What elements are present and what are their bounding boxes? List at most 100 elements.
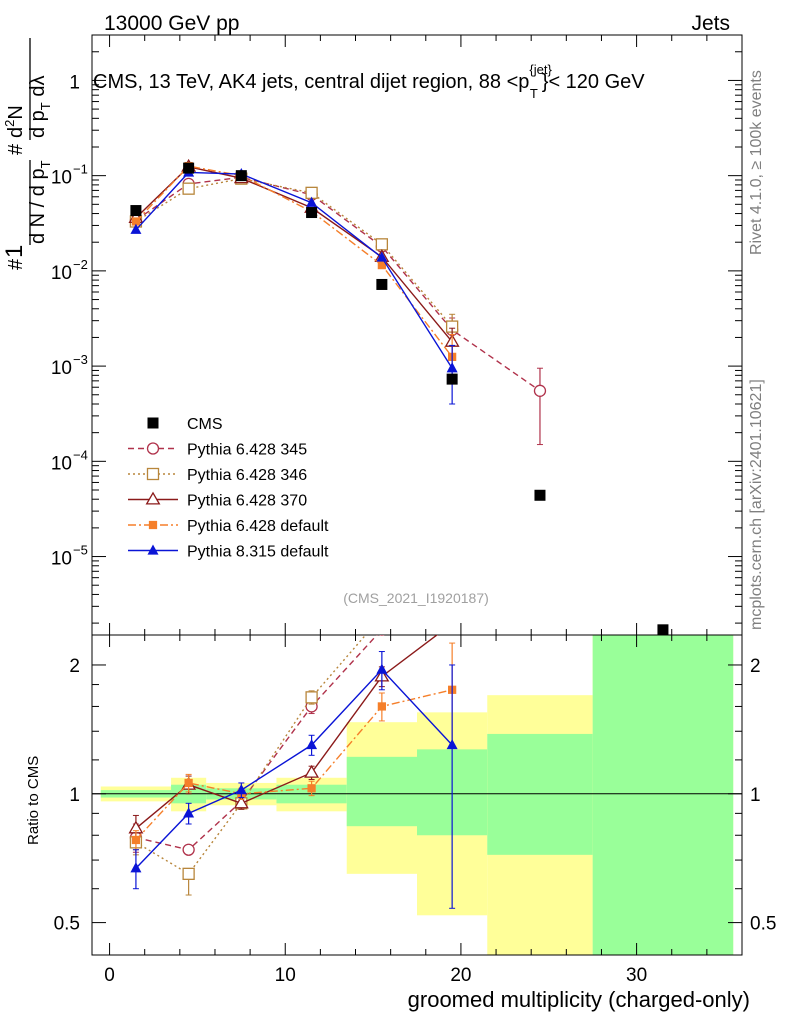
ratio-tick-label: 1: [69, 785, 80, 806]
band-green-6: [487, 733, 593, 855]
x-tick-label: 0: [104, 965, 115, 986]
x-tick-label: 10: [275, 965, 296, 986]
rivet-label: Rivet 4.1.0, ≥ 100k events: [748, 70, 765, 255]
line-p345: [135, 176, 541, 392]
legend-label-p6def: Pythia 6.428 default: [187, 518, 329, 535]
point-p8def: [446, 738, 458, 750]
legend-marker-p345: [146, 442, 160, 455]
legend-label-p8def: Pythia 8.315 default: [187, 544, 329, 561]
point-p346: [182, 182, 195, 195]
point-cms: [306, 207, 318, 219]
point-cms: [235, 170, 247, 182]
analysis-watermark: (CMS_2021_I1920187): [343, 590, 489, 606]
y-tick-exponent: −3: [73, 352, 88, 367]
point-cms: [376, 278, 388, 290]
ratio-ylabel: Ratio to CMS: [25, 756, 42, 845]
point-p6def: [184, 778, 193, 788]
y-tick-label: 10: [51, 263, 72, 284]
point-p8def: [446, 362, 458, 373]
y-tick-label: 10: [51, 358, 72, 379]
x-tick-label: 30: [626, 965, 647, 986]
y-tick-exponent: −5: [73, 543, 88, 558]
band-green-7: [592, 635, 734, 955]
line-p8def: [135, 668, 453, 869]
legend-marker-p6def: [148, 520, 158, 530]
legend: CMS Pythia 6.428 345 Pythia 6.428 346 Pythi…: [128, 416, 329, 561]
point-p8def: [306, 196, 318, 207]
ratio-tick-label: 2: [69, 656, 80, 677]
point-p370: [446, 617, 459, 628]
band-green-4: [346, 756, 417, 827]
point-p346: [182, 867, 195, 880]
point-p345: [533, 384, 547, 397]
point-p6def: [377, 260, 386, 270]
line-p8def: [135, 171, 453, 369]
header-left: 13000 GeV pp: [104, 12, 239, 35]
series-p346-main: [129, 172, 459, 343]
main-ylabel: # 1 d N / d pT # d2N d pT dλ: [1, 38, 53, 270]
point-p8def: [235, 784, 247, 795]
line-p346: [135, 177, 453, 328]
point-p6def: [307, 784, 316, 793]
ratio-frame: [91, 634, 743, 956]
y-tick-label: 10: [51, 453, 72, 474]
series-p8def-ratio: [130, 651, 458, 909]
point-p345: [379, 635, 385, 636]
y-tick-exponent: −2: [73, 257, 88, 272]
svg-text:d N / d pT: d N / d pT: [27, 160, 53, 244]
mcplots-label: mcplots.cern.ch [arXiv:2401.10621]: [748, 379, 765, 630]
line-p346: [135, 635, 367, 875]
line-p6def: [135, 689, 453, 841]
legend-label-p345: Pythia 6.428 345: [187, 442, 307, 459]
point-p6def: [377, 702, 386, 711]
point-p8def: [376, 663, 388, 674]
point-p345: [182, 843, 195, 856]
x-axis-label: groomed multiplicity (charged-only): [408, 987, 750, 1012]
y-tick-label: 10: [51, 549, 72, 570]
point-p370: [304, 764, 320, 778]
point-p346: [305, 691, 318, 704]
line-p6def: [135, 165, 453, 358]
series-p6def-main: [131, 161, 457, 379]
svg-text:d2N: d2N: [2, 105, 27, 138]
point-p8def: [130, 862, 142, 873]
point-p370: [233, 795, 249, 809]
y-tick-label: 10: [51, 168, 72, 189]
series-p8def-main: [130, 166, 458, 405]
svg-text:d pT dλ: d pT dλ: [27, 76, 53, 138]
legend-marker-p8def: [147, 544, 159, 555]
legend-label-p346: Pythia 6.428 346: [187, 467, 307, 484]
header-right: Jets: [691, 12, 730, 35]
ratio-bands: [92, 635, 742, 955]
point-p8def: [130, 223, 142, 234]
legend-marker-p346: [146, 467, 160, 481]
ratio-tick-label-right: 2: [750, 656, 761, 677]
point-p6def: [131, 835, 141, 845]
y-tick-exponent: −1: [73, 162, 88, 177]
point-p8def: [183, 807, 195, 818]
legend-label-cms: CMS: [187, 416, 223, 433]
point-cms: [130, 205, 142, 217]
point-cms: [446, 373, 458, 385]
legend-marker-p370: [145, 491, 161, 505]
point-p8def: [306, 738, 318, 750]
point-p6def: [131, 217, 141, 226]
ratio-tick-label-right: 1: [750, 785, 761, 806]
svg-text:1: 1: [1, 245, 28, 258]
series-cms-main: [130, 162, 669, 635]
point-p346: [376, 611, 387, 622]
svg-text:#: #: [5, 143, 27, 155]
legend-marker-cms: [147, 417, 159, 429]
point-cms: [534, 489, 546, 501]
plot-title: CMS, 13 TeV, AK4 jets, central dijet reg…: [93, 62, 645, 101]
point-p8def: [376, 251, 388, 262]
legend-label-p370: Pythia 6.428 370: [187, 493, 307, 510]
ratio-tick-label-right: 0.5: [750, 914, 776, 935]
svg-text:#: #: [5, 258, 27, 270]
y-tick-label: 1: [69, 72, 80, 93]
line-p345: [135, 635, 378, 851]
point-p346: [375, 238, 389, 251]
main-plot: [128, 158, 669, 635]
